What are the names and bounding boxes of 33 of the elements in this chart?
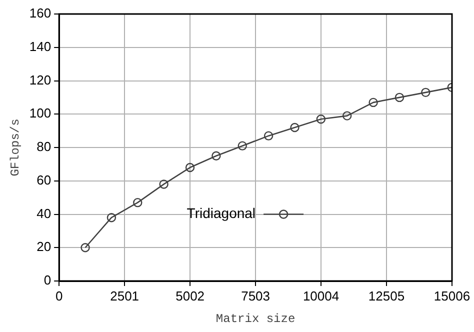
point xyxy=(368,98,378,108)
point xyxy=(212,151,221,160)
y-axis-title: GFlops/s xyxy=(8,118,22,176)
x-tick-label: 2501 xyxy=(110,288,140,304)
y-tick-label: 100 xyxy=(29,106,52,121)
x-tick-label: 10004 xyxy=(302,288,340,304)
x-tick-label: 0 xyxy=(55,288,63,304)
x-tick-label: 12505 xyxy=(368,288,405,304)
y-tick-label: 20 xyxy=(36,239,52,254)
point xyxy=(238,141,247,150)
y-tick-label: 160 xyxy=(29,6,52,21)
point xyxy=(290,122,300,132)
y-tick-label: 40 xyxy=(36,206,52,221)
point xyxy=(159,180,168,189)
point xyxy=(316,114,326,124)
x-tick-label: 7503 xyxy=(241,288,270,304)
point xyxy=(421,88,430,98)
point xyxy=(185,162,195,172)
x-axis-title: Matrix size xyxy=(216,312,296,326)
point xyxy=(133,198,142,208)
point xyxy=(106,212,116,222)
point xyxy=(80,243,90,252)
y-tick-label: 60 xyxy=(36,172,52,188)
legend-label: Tridiagonal xyxy=(186,205,256,222)
y-tick-label: 140 xyxy=(29,38,52,54)
x-tick-label: 5002 xyxy=(176,288,205,304)
point xyxy=(342,111,352,120)
y-tick-label: 120 xyxy=(29,72,52,88)
x-tick-label: 15006 xyxy=(434,288,470,304)
y-tick-label: 0 xyxy=(44,272,52,288)
point xyxy=(394,92,404,102)
point xyxy=(264,131,274,140)
y-tick-label: 80 xyxy=(36,139,52,154)
